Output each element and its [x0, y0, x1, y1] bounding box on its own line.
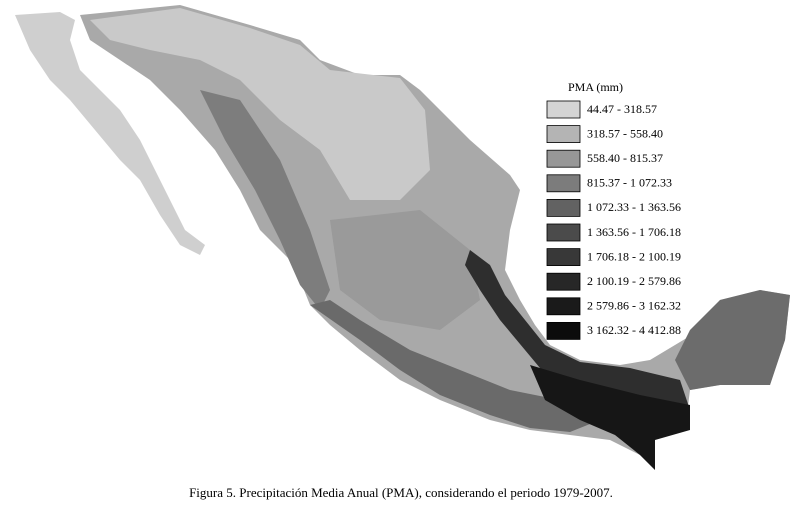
legend-label: 2 579.86 - 3 162.32: [587, 299, 681, 313]
legend-swatch: [546, 297, 581, 316]
legend-title: PMA (mm): [568, 80, 623, 94]
caption: Figura 5. Precipitación Media Anual (PMA…: [189, 485, 613, 500]
legend-swatch: [546, 321, 581, 340]
legend-label: 558.40 - 815.37: [587, 151, 663, 165]
legend-swatch: [546, 100, 581, 119]
legend-label: 1 363.56 - 1 706.18: [587, 225, 681, 239]
legend-label: 815.37 - 1 072.33: [587, 176, 672, 190]
legend-swatch: [546, 223, 581, 242]
legend-swatch: [546, 272, 581, 291]
legend-label: 1 072.33 - 1 363.56: [587, 200, 681, 214]
legend-label: 2 100.19 - 2 579.86: [587, 274, 681, 288]
gulf-wet-band: [465, 250, 690, 430]
dry-north: [90, 8, 430, 200]
legend-swatch: [546, 174, 581, 193]
legend-swatch: [546, 125, 581, 143]
baja-california: [15, 12, 205, 255]
legend-swatch: [546, 198, 581, 217]
legend-label: 1 706.18 - 2 100.19: [587, 249, 681, 263]
legend-swatch: [546, 149, 581, 168]
chiapas-wet: [530, 365, 690, 470]
sierra-occidental: [200, 90, 330, 310]
central-plateau: [330, 210, 480, 330]
south-pacific: [310, 300, 600, 432]
legend-label: 44.47 - 318.57: [587, 102, 657, 116]
legend: 44.47 - 318.57 318.57 - 558.40 558.40 - 81…: [546, 100, 681, 340]
yucatan: [675, 290, 790, 390]
legend-label: 3 162.32 - 4 412.88: [587, 323, 681, 337]
map: [15, 5, 790, 470]
legend-swatch: [546, 248, 581, 267]
legend-label: 318.57 - 558.40: [587, 126, 663, 140]
